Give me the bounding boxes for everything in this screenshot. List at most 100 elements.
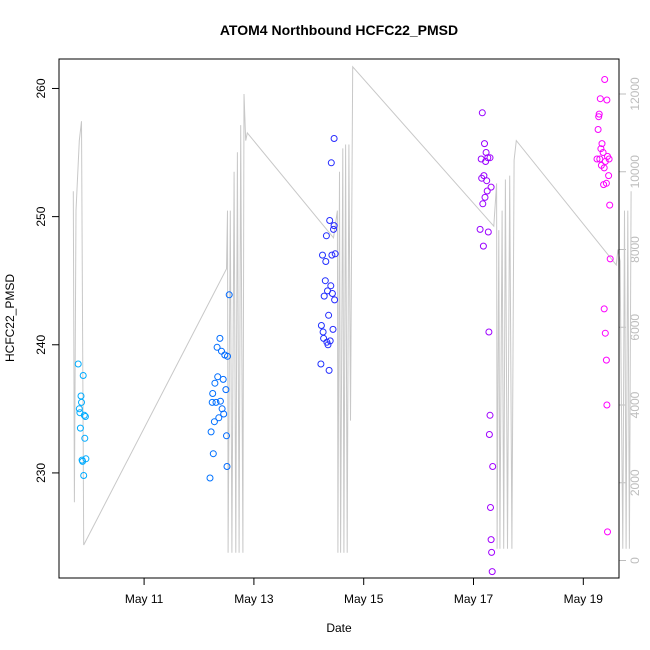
data-point bbox=[209, 450, 217, 458]
data-point bbox=[81, 413, 89, 420]
y2-tick-label: 4000 bbox=[628, 391, 642, 418]
data-point bbox=[600, 164, 608, 172]
data-point bbox=[326, 337, 334, 345]
data-point bbox=[331, 250, 339, 258]
data-point bbox=[76, 424, 84, 432]
data-point bbox=[603, 401, 611, 409]
data-point bbox=[328, 251, 336, 259]
data-point bbox=[317, 322, 325, 329]
x-tick-label: May 17 bbox=[454, 592, 494, 606]
data-point bbox=[206, 474, 214, 482]
data-point bbox=[74, 360, 82, 368]
data-point bbox=[596, 95, 604, 103]
data-point bbox=[214, 373, 222, 381]
data-point bbox=[211, 379, 219, 387]
x-tick-label: May 19 bbox=[564, 592, 604, 606]
data-point bbox=[487, 183, 495, 191]
data-point bbox=[223, 463, 231, 470]
data-point bbox=[80, 472, 88, 479]
data-point bbox=[486, 154, 494, 162]
data-point bbox=[594, 126, 602, 133]
data-point bbox=[216, 397, 224, 405]
data-point bbox=[603, 96, 611, 104]
data-point bbox=[478, 109, 486, 117]
data-point bbox=[322, 232, 330, 240]
data-point bbox=[216, 334, 224, 342]
y-tick-label: 260 bbox=[34, 78, 48, 98]
x-axis: May 11 May 13 May 15 May 17 May 19 bbox=[125, 578, 603, 606]
y2-tick-label: 8000 bbox=[628, 236, 642, 263]
data-point bbox=[601, 329, 609, 337]
data-point bbox=[327, 282, 335, 290]
data-point bbox=[593, 155, 601, 163]
y2-tick-label: 12000 bbox=[628, 77, 642, 111]
x-tick-label: May 15 bbox=[344, 592, 384, 606]
data-point bbox=[317, 360, 325, 368]
data-point bbox=[81, 434, 89, 442]
data-point bbox=[484, 228, 492, 236]
altitude-trace bbox=[72, 65, 632, 553]
data-point bbox=[596, 155, 604, 163]
data-point bbox=[602, 179, 610, 187]
data-point bbox=[597, 145, 605, 153]
data-point bbox=[331, 296, 339, 304]
data-point bbox=[210, 418, 218, 426]
data-point bbox=[320, 292, 328, 300]
data-point bbox=[324, 341, 332, 349]
y-axis-label: HCFC22_PMSD bbox=[3, 274, 17, 362]
data-point bbox=[481, 193, 489, 201]
data-point bbox=[220, 410, 228, 418]
data-point bbox=[606, 201, 614, 209]
data-point bbox=[488, 568, 496, 576]
data-point bbox=[489, 463, 497, 470]
data-point bbox=[328, 290, 336, 297]
data-points bbox=[74, 76, 614, 576]
y2-tick-label: 2000 bbox=[628, 469, 642, 496]
data-point bbox=[479, 200, 487, 208]
data-point bbox=[225, 291, 233, 299]
data-point bbox=[224, 352, 231, 360]
x-axis-label: Date bbox=[326, 621, 352, 635]
plot-frame bbox=[58, 58, 620, 579]
data-point bbox=[485, 431, 493, 438]
data-point bbox=[476, 225, 484, 233]
data-point bbox=[481, 140, 488, 148]
y2-tick-label: 10000 bbox=[628, 155, 642, 189]
data-point bbox=[329, 325, 337, 333]
data-point bbox=[79, 372, 87, 379]
data-point bbox=[484, 154, 492, 162]
data-point bbox=[325, 366, 333, 374]
data-point bbox=[78, 398, 85, 406]
x-tick-label: May 13 bbox=[234, 592, 274, 606]
y2-tick-label: 0 bbox=[628, 557, 642, 564]
y-tick-label: 230 bbox=[34, 463, 48, 483]
data-point bbox=[595, 110, 603, 118]
data-point bbox=[80, 411, 88, 419]
data-point bbox=[602, 356, 610, 364]
data-point bbox=[322, 258, 330, 265]
data-point bbox=[207, 428, 215, 436]
data-point bbox=[480, 172, 488, 180]
data-point bbox=[82, 455, 90, 463]
y-axis: 230 240 250 260 bbox=[34, 78, 59, 483]
data-point bbox=[605, 155, 613, 163]
data-point bbox=[598, 140, 606, 148]
data-point bbox=[488, 548, 496, 556]
data-point bbox=[606, 255, 614, 263]
y-tick-label: 250 bbox=[34, 206, 48, 226]
data-point bbox=[482, 158, 490, 165]
data-point bbox=[600, 305, 608, 313]
altitude-trace-line bbox=[72, 65, 632, 553]
data-point bbox=[326, 217, 334, 224]
data-point bbox=[479, 242, 487, 250]
data-point bbox=[605, 172, 613, 180]
data-point bbox=[325, 311, 333, 319]
data-point bbox=[327, 159, 335, 167]
data-point bbox=[215, 414, 223, 422]
data-point bbox=[595, 113, 603, 121]
data-point bbox=[599, 149, 607, 156]
data-point bbox=[485, 328, 493, 336]
data-point bbox=[213, 343, 221, 351]
